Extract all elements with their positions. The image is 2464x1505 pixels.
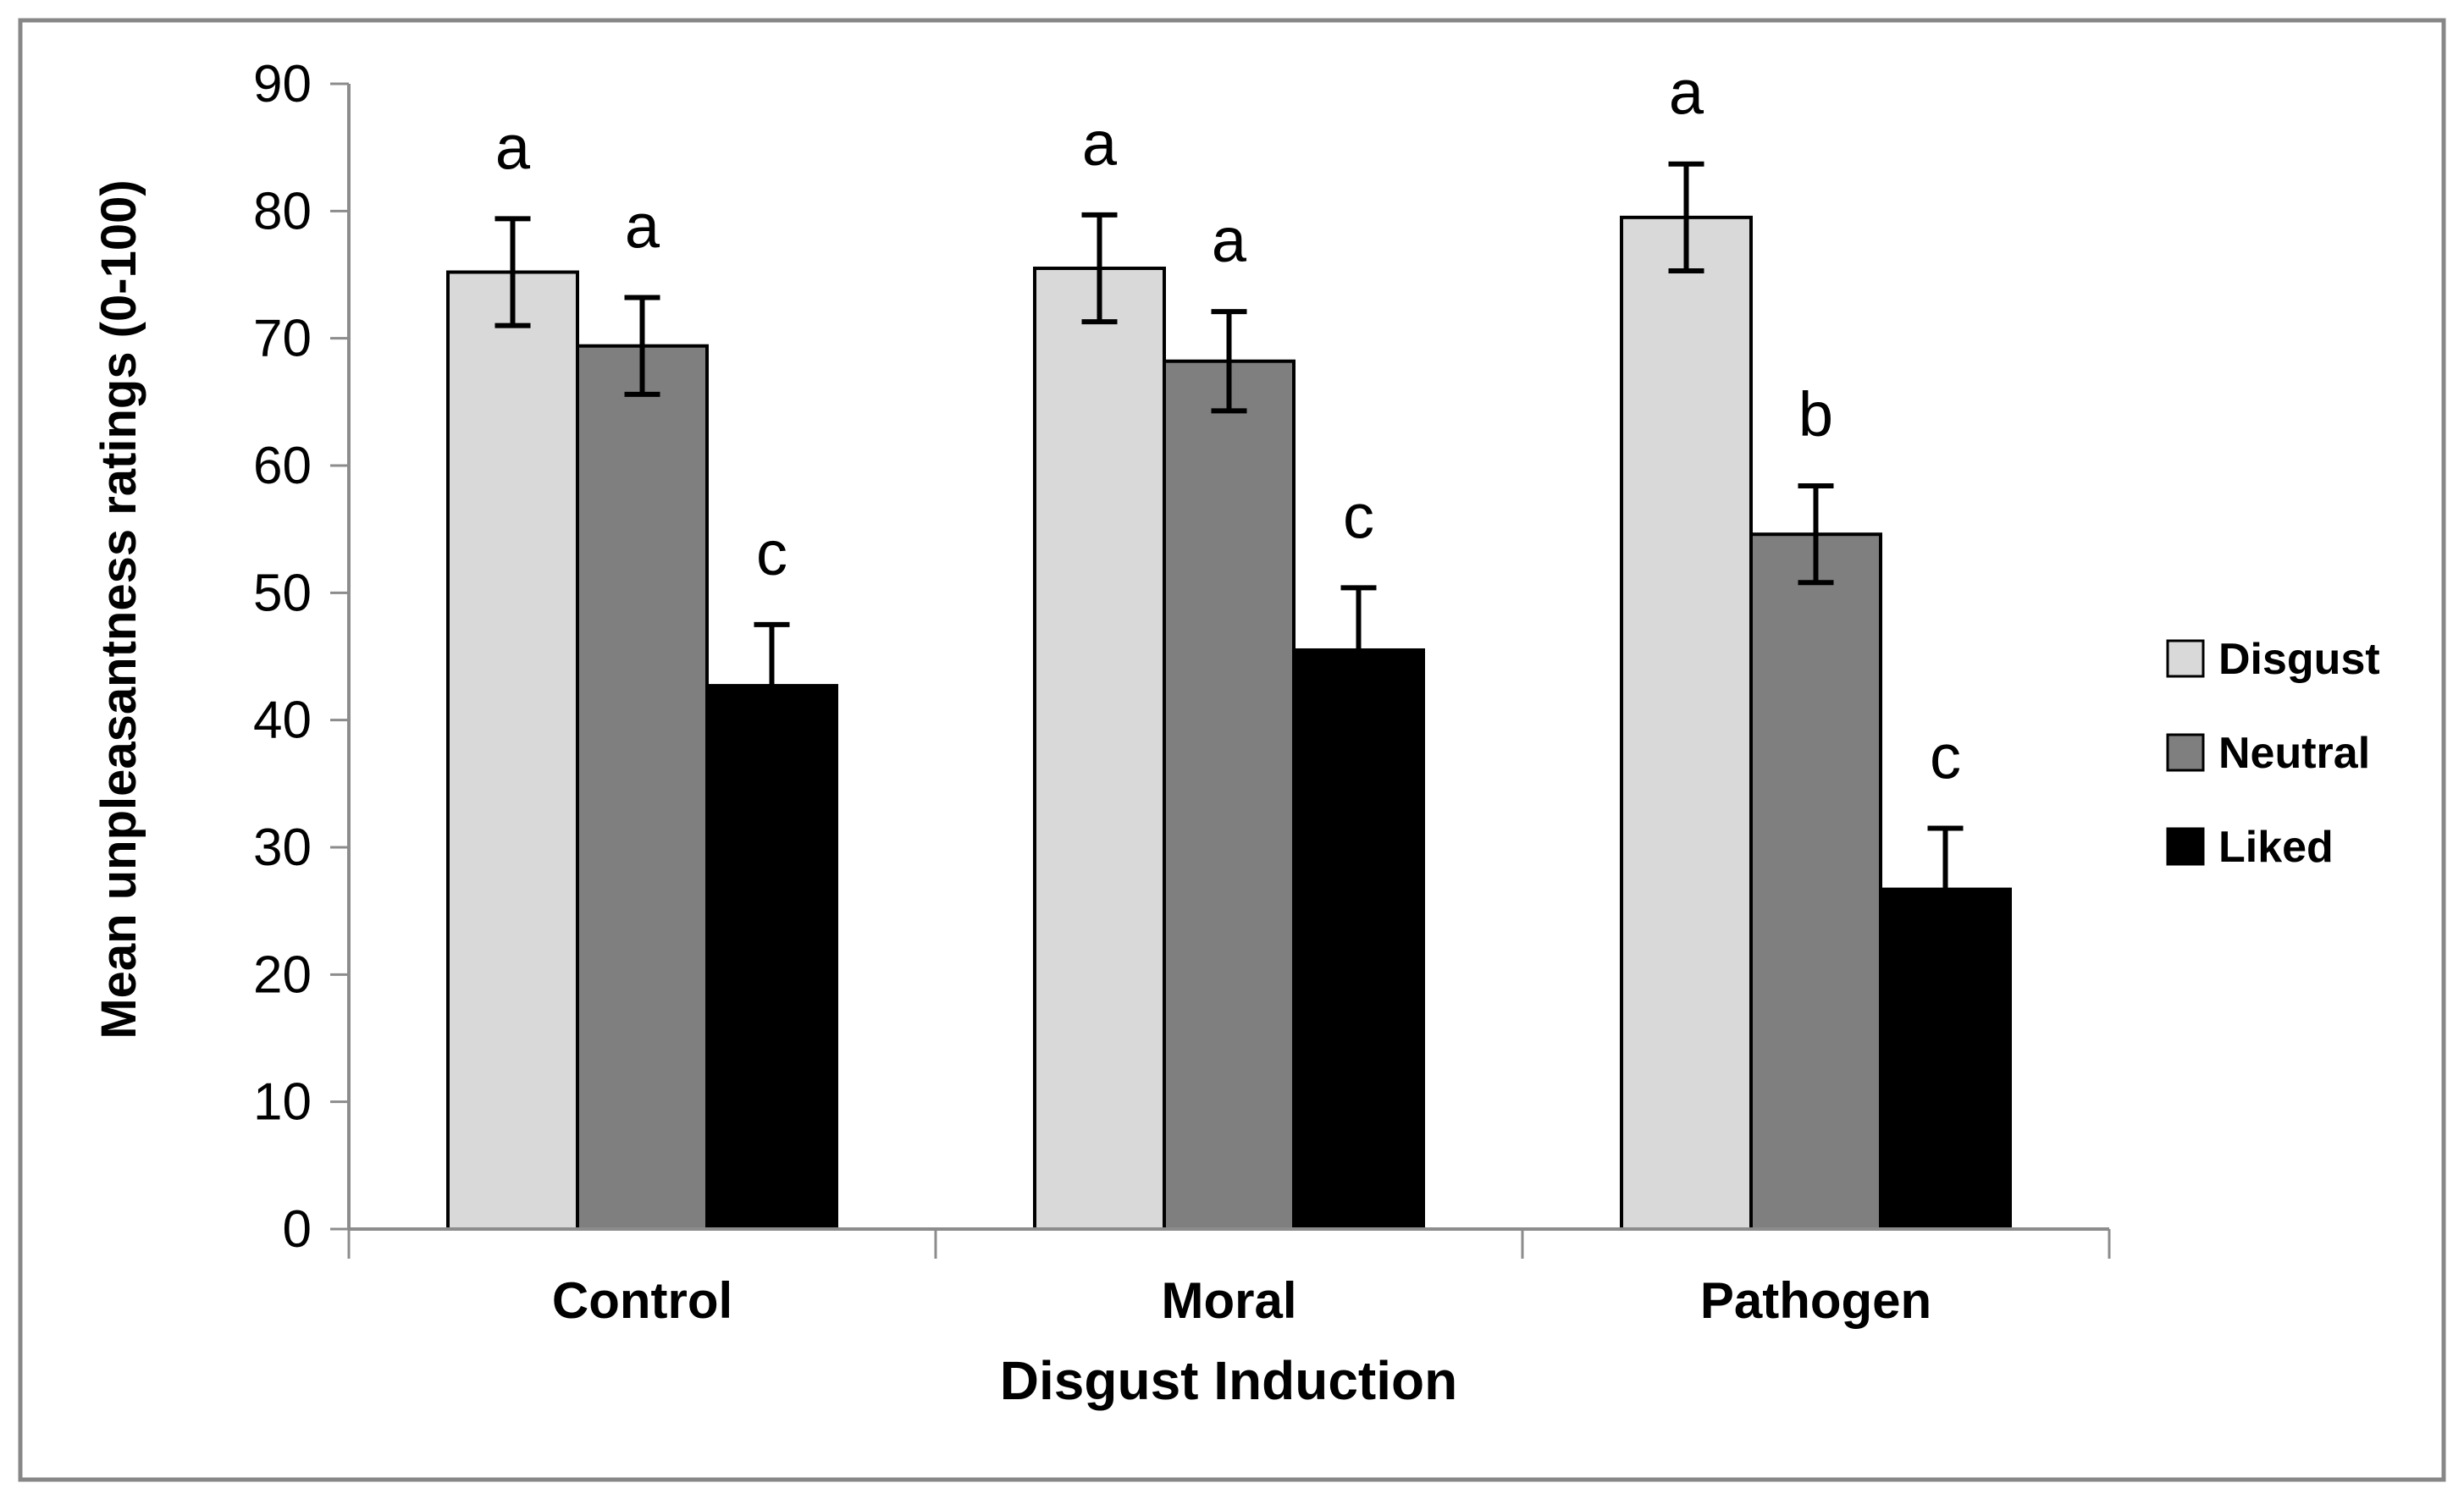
significance-letter: a [1082,108,1118,179]
y-tick-label: 60 [253,437,312,495]
bar-disgust-pathogen [1620,215,1753,1232]
legend-swatch-neutral [2166,733,2205,772]
significance-letter: b [1798,379,1833,449]
y-tick-label: 90 [253,55,312,113]
bar-disgust-control [446,270,579,1232]
x-category-label: Control [552,1272,732,1329]
bar-neutral-moral [1163,359,1296,1231]
bar-neutral-pathogen [1749,532,1882,1231]
x-axis-title: Disgust Induction [1000,1350,1457,1411]
significance-letter: a [1669,58,1704,128]
significance-letter: a [1212,205,1247,275]
y-tick-label: 30 [253,819,312,877]
bar-liked-moral [1292,648,1425,1231]
significance-letter: c [1343,481,1374,551]
y-axis-title: Mean unpleasantness ratings (0-100) [91,179,146,1039]
bar-neutral-control [576,344,709,1232]
bar-liked-control [705,684,838,1231]
y-tick-label: 50 [253,564,312,622]
y-tick-label: 10 [253,1073,312,1132]
y-tick-label: 20 [253,945,312,1004]
legend-label-disgust: Disgust [2218,635,2380,684]
x-category-label: Moral [1161,1272,1296,1329]
significance-letter: a [625,191,660,262]
bar-disgust-moral [1033,266,1166,1232]
figure-border [18,18,2446,1482]
significance-letter: a [495,112,531,182]
legend-label-neutral: Neutral [2218,729,2370,778]
significance-letter: c [756,518,787,588]
legend-swatch-liked [2166,827,2205,866]
y-tick-label: 80 [253,182,312,240]
y-tick-label: 0 [283,1200,312,1259]
x-category-label: Pathogen [1700,1272,1931,1329]
legend-swatch-disgust [2166,639,2205,678]
y-tick-label: 40 [253,692,312,750]
significance-letter: c [1930,721,1961,791]
legend-label-liked: Liked [2218,823,2334,872]
y-tick-label: 70 [253,310,312,368]
